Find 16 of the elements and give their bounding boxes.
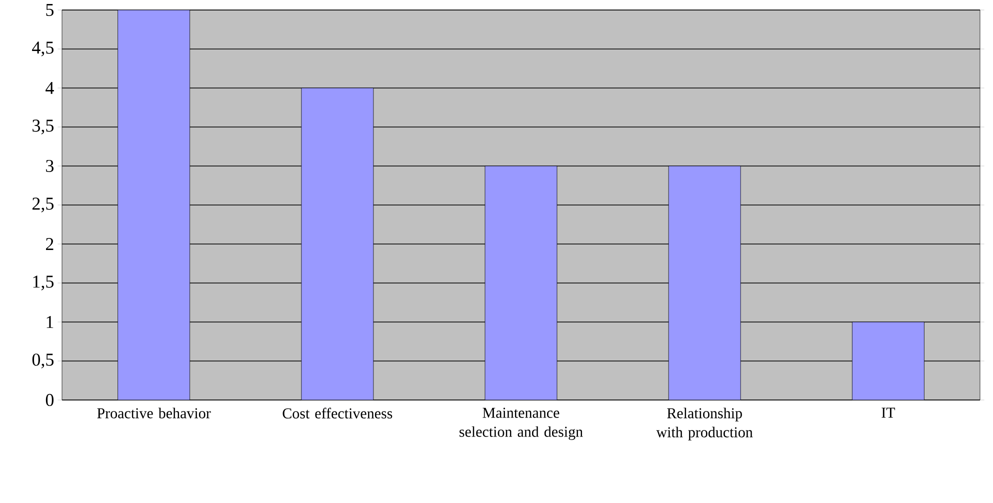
y-tick-label: 1,5 xyxy=(33,276,54,290)
x-tick-label: Proactive behavior xyxy=(97,408,211,418)
y-tick-label: 3,5 xyxy=(32,120,54,134)
y-tick-label: 0,5 xyxy=(32,354,54,368)
y-tick-label: 1 xyxy=(46,316,54,328)
x-tick-label: IT xyxy=(882,408,896,418)
y-tick-label: 5 xyxy=(46,4,54,16)
x-tick-label: Relationship with production xyxy=(656,408,753,440)
y-tick-label: 4,5 xyxy=(32,42,54,56)
y-tick-label: 2,5 xyxy=(32,198,54,212)
x-tick-label: Maintenance selection and design xyxy=(460,408,583,440)
x-tick-label: Cost effectiveness xyxy=(282,408,392,418)
y-tick-label: 0 xyxy=(46,394,54,406)
y-tick-label: 4 xyxy=(46,82,54,94)
y-tick-label: 3 xyxy=(46,160,54,172)
y-tick-label: 2 xyxy=(46,238,54,250)
